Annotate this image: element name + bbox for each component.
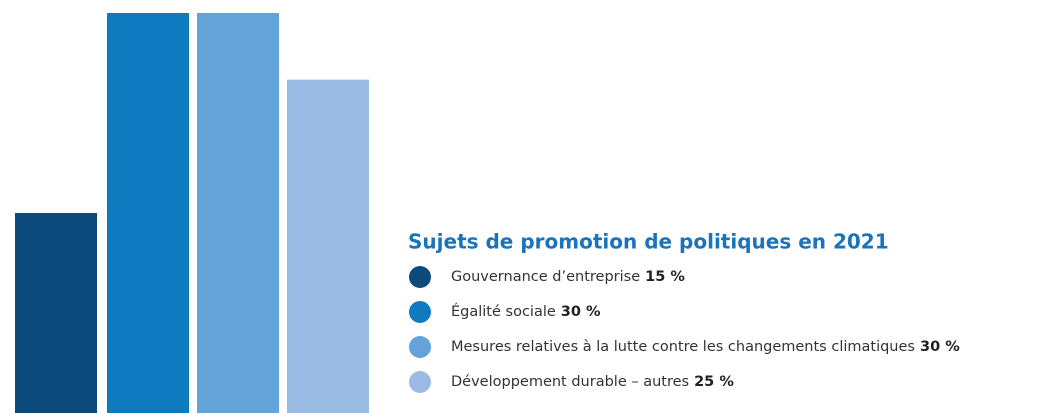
legend-label: Gouvernance d’entreprise [451,269,640,285]
legend-entry: Gouvernance d’entreprise 15 % [451,269,685,285]
legend-swatch [409,371,431,393]
legend-swatch [409,301,431,323]
value-label: 15 % [645,269,685,285]
legend-label: Égalité sociale [451,303,556,320]
legend-swatch [409,266,431,288]
bar [287,79,369,413]
legend-entry: Égalité sociale 30 % [451,303,601,320]
legend-entry: Mesures relatives à la lutte contre les … [451,339,960,355]
value-label: 30 % [920,339,960,355]
legend-label: Développement durable – autres [451,374,689,390]
bar [107,13,189,413]
bar [15,213,97,413]
value-label: 25 % [694,374,734,390]
bar [197,13,279,413]
value-label: 30 % [561,304,601,320]
legend-swatch [409,336,431,358]
legend-label: Mesures relatives à la lutte contre les … [451,339,915,355]
chart-title: Sujets de promotion de politiques en 202… [408,230,889,254]
legend-entry: Développement durable – autres 25 % [451,374,734,390]
